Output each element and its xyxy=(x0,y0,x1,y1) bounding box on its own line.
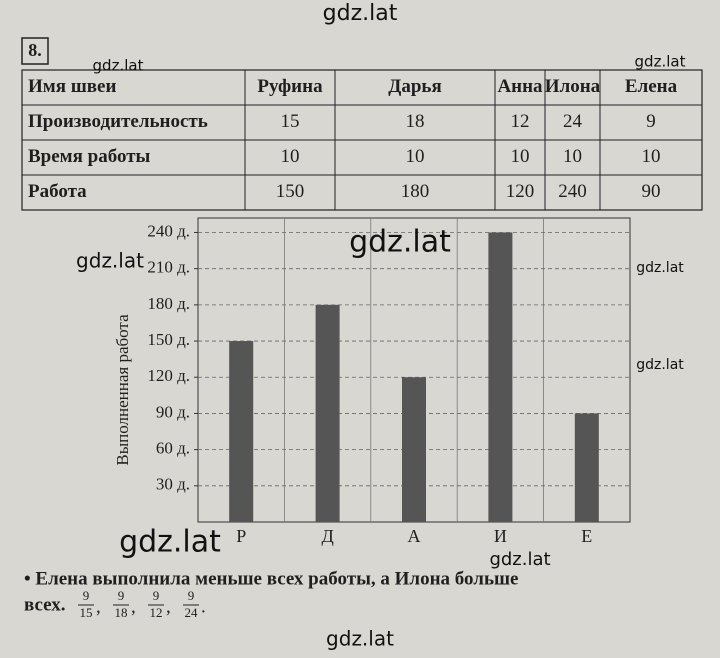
table-cell: 24 xyxy=(563,111,583,132)
y-tick-label: 30 д. xyxy=(156,475,190,494)
column-header: Елена xyxy=(625,76,678,97)
denominator: 18 xyxy=(115,605,128,620)
bar xyxy=(488,232,513,522)
bar xyxy=(229,341,254,522)
numerator: 9 xyxy=(83,588,90,603)
x-tick-label: Е xyxy=(581,526,592,546)
y-tick-label: 210 д. xyxy=(147,258,190,277)
row-header: Работа xyxy=(28,181,87,202)
y-tick-label: 120 д. xyxy=(147,366,190,385)
watermark: gdz.lat xyxy=(119,525,221,560)
watermark: gdz.lat xyxy=(76,249,144,273)
table-cell: 10 xyxy=(563,146,582,167)
watermark: gdz.lat xyxy=(636,260,684,276)
y-axis-label: Выполненная работа xyxy=(113,314,132,466)
numerator: 9 xyxy=(118,588,125,603)
watermark: gdz.lat xyxy=(636,357,684,373)
punctuation: . xyxy=(201,596,206,617)
x-tick-label: И xyxy=(494,526,507,546)
answer-line: всех. xyxy=(24,594,65,615)
row-header: Имя швеи xyxy=(28,76,116,97)
number-box xyxy=(21,37,49,65)
table-cell: 150 xyxy=(276,181,305,202)
table-cell: 240 xyxy=(558,181,587,202)
table-cell: 90 xyxy=(642,181,661,202)
bar xyxy=(402,377,426,522)
watermark: gdz.lat xyxy=(323,1,398,26)
punctuation: , xyxy=(131,596,136,617)
table-cell: 10 xyxy=(642,146,661,167)
y-tick-label: 60 д. xyxy=(156,439,190,458)
x-tick-label: Д xyxy=(321,526,333,546)
punctuation: , xyxy=(96,596,101,617)
y-tick-label: 150 д. xyxy=(147,330,190,349)
table-cell: 15 xyxy=(281,111,300,132)
watermark: gdz.lat xyxy=(349,225,451,260)
punctuation: , xyxy=(166,596,171,617)
y-tick-label: 180 д. xyxy=(147,294,190,313)
x-tick-label: А xyxy=(408,526,421,546)
table-cell: 120 xyxy=(506,181,535,202)
denominator: 24 xyxy=(185,605,199,620)
watermark: gdz.lat xyxy=(93,57,144,75)
table-cell: 9 xyxy=(646,111,656,132)
table-cell: 10 xyxy=(406,146,425,167)
exercise-number: 8. xyxy=(28,40,42,60)
denominator: 15 xyxy=(80,605,93,620)
column-header: Руфина xyxy=(257,76,323,97)
table-cell: 10 xyxy=(281,146,300,167)
denominator: 12 xyxy=(150,605,163,620)
table-cell: 18 xyxy=(406,111,425,132)
y-tick-label: 240 д. xyxy=(147,221,190,240)
row-header: Производительность xyxy=(28,111,208,132)
column-header: Дарья xyxy=(388,76,441,97)
answer-line: • Елена выполнила меньше всех работы, а … xyxy=(24,568,518,589)
table-cell: 10 xyxy=(511,146,530,167)
x-tick-label: Р xyxy=(236,526,246,546)
numerator: 9 xyxy=(153,588,160,603)
watermark: gdz.lat xyxy=(489,549,550,570)
bar xyxy=(574,413,599,522)
row-header: Время работы xyxy=(28,146,151,167)
bar xyxy=(315,304,340,522)
column-header: Илона xyxy=(545,76,601,97)
numerator: 9 xyxy=(188,588,195,603)
column-header: Анна xyxy=(497,76,543,97)
table-cell: 12 xyxy=(511,111,530,132)
table-cell: 180 xyxy=(401,181,430,202)
y-tick-label: 90 д. xyxy=(156,402,190,421)
watermark: gdz.lat xyxy=(326,627,394,651)
watermark: gdz.lat xyxy=(635,53,686,71)
